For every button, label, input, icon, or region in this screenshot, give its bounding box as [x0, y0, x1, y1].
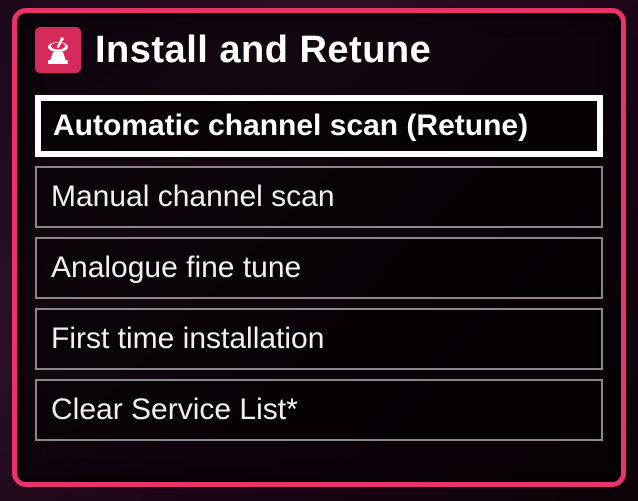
menu-item-auto-scan[interactable]: Automatic channel scan (Retune)	[35, 95, 603, 157]
menu-item-label: Automatic channel scan (Retune)	[53, 109, 528, 143]
menu-item-label: Analogue fine tune	[51, 251, 301, 285]
menu-list: Automatic channel scan (Retune) Manual c…	[17, 95, 621, 459]
menu-item-first-install[interactable]: First time installation	[35, 308, 603, 370]
menu-item-label: First time installation	[51, 322, 324, 356]
menu-item-manual-scan[interactable]: Manual channel scan	[35, 166, 603, 228]
menu-item-label: Clear Service List*	[51, 393, 298, 427]
menu-header: Install and Retune	[17, 13, 621, 95]
satellite-dish-icon	[35, 27, 81, 73]
menu-frame: Install and Retune Automatic channel sca…	[12, 8, 626, 487]
menu-title: Install and Retune	[95, 29, 431, 72]
menu-item-clear-service[interactable]: Clear Service List*	[35, 379, 603, 441]
menu-item-analogue-tune[interactable]: Analogue fine tune	[35, 237, 603, 299]
menu-item-label: Manual channel scan	[51, 180, 335, 214]
